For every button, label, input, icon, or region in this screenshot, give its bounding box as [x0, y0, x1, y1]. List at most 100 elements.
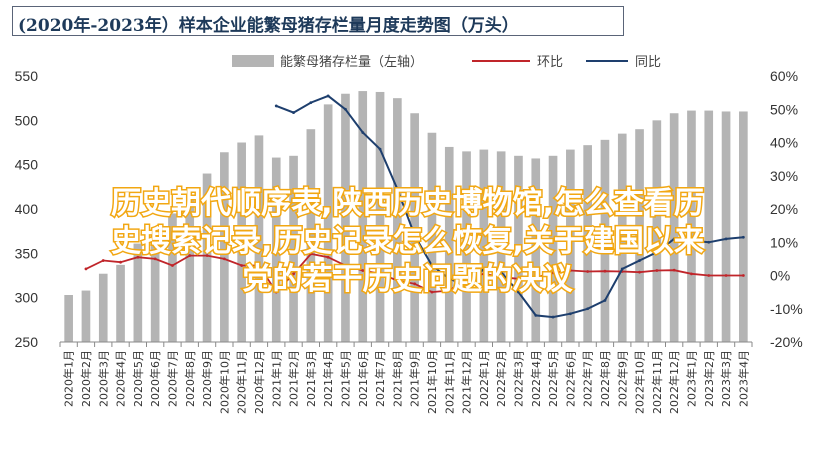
point-环比-2020年9月 [205, 254, 209, 257]
left-axis-tick-label: 250 [15, 334, 39, 350]
point-环比-2021年10月 [430, 290, 434, 294]
bar-2020年3月 [98, 273, 108, 342]
legend-label-mom: 环比 [537, 55, 563, 70]
bar-2021年1月 [271, 157, 281, 342]
bar-2021年10月 [427, 132, 437, 342]
point-同比-2022年6月 [568, 312, 572, 316]
right-axis-tick-label: 50% [770, 101, 798, 117]
point-环比-2020年12月 [257, 264, 261, 267]
x-axis-tick-label: 2023年2月 [702, 350, 716, 407]
point-环比-2021年8月 [395, 279, 399, 282]
right-axis-tick-label: -10% [770, 301, 803, 317]
left-axis-tick-label: 450 [15, 157, 39, 173]
point-同比-2023年1月 [690, 239, 693, 242]
x-axis-tick-label: 2020年6月 [148, 350, 162, 407]
point-同比-2022年12月 [672, 237, 676, 241]
point-环比-2021年2月 [292, 272, 295, 276]
x-axis-tick-label: 2021年1月 [269, 350, 283, 407]
bar-2021年6月 [358, 91, 368, 342]
left-axis-tick-label: 350 [15, 245, 39, 261]
x-axis-tick-label: 2020年2月 [79, 350, 93, 407]
x-axis-tick-label: 2022年3月 [511, 350, 525, 407]
x-axis-tick-label: 2020年11月 [235, 350, 249, 414]
point-环比-2022年7月 [586, 270, 590, 273]
bar-2021年7月 [375, 91, 385, 343]
point-同比-2023年2月 [707, 240, 711, 244]
chart-title: (2020年-2023年）样本企业能繁母猪存栏量月度走势图（万头） [18, 16, 519, 36]
right-axis-tick-label: 0% [770, 268, 790, 284]
bar-2020年5月 [133, 243, 143, 342]
title-frame [12, 6, 624, 36]
x-axis-tick-label: 2021年8月 [390, 350, 404, 407]
point-环比-2021年3月 [309, 252, 313, 256]
point-同比-2022年8月 [603, 299, 607, 302]
x-axis-tick-label: 2022年4月 [529, 350, 543, 407]
point-同比-2023年3月 [724, 237, 728, 241]
point-环比-2022年6月 [568, 269, 572, 272]
x-axis-tick-label: 2021年12月 [460, 350, 474, 414]
point-同比-2022年4月 [534, 314, 538, 317]
point-环比-2021年1月 [274, 290, 278, 294]
point-环比-2020年5月 [136, 255, 140, 259]
x-axis-tick-label: 2023年4月 [736, 350, 750, 407]
x-axis-tick-label: 2022年9月 [615, 350, 629, 407]
point-同比-2021年5月 [344, 107, 347, 111]
point-环比-2020年10月 [222, 257, 226, 261]
point-环比-2020年2月 [84, 267, 88, 271]
legend-label-bar: 能繁母猪存栏量（左轴） [280, 54, 423, 70]
point-同比-2021年8月 [395, 187, 399, 191]
bar-2020年4月 [116, 264, 125, 342]
bar-2020年6月 [150, 232, 160, 342]
point-环比-2021年5月 [344, 264, 347, 267]
bar-2021年9月 [410, 113, 419, 343]
x-axis-tick-label: 2022年2月 [494, 350, 508, 407]
x-axis-tick-label: 2022年5月 [546, 350, 560, 407]
point-同比-2022年3月 [517, 290, 520, 294]
bar-2022年8月 [600, 139, 610, 342]
point-环比-2021年6月 [361, 269, 365, 272]
overlay-text-line-1: 历史朝代顺序表,陕西历史博物馆,怎么查看历 [110, 185, 706, 223]
right-axis-tick-label: 60% [770, 68, 798, 84]
point-同比-2022年5月 [551, 315, 555, 319]
x-axis-tick-label: 2023年1月 [684, 350, 698, 407]
point-环比-2020年7月 [171, 264, 174, 267]
bar-2020年1月 [64, 295, 73, 342]
x-axis-tick-label: 2022年8月 [598, 350, 612, 407]
bar-2022年12月 [669, 113, 679, 343]
x-axis-tick-label: 2021年4月 [321, 350, 335, 407]
point-同比-2021年9月 [413, 234, 417, 238]
bar-2020年8月 [185, 200, 195, 342]
point-环比-2022年12月 [672, 268, 676, 272]
x-axis-tick-label: 2022年6月 [563, 350, 577, 407]
x-axis-tick-label: 2021年9月 [408, 350, 422, 407]
x-axis-tick-label: 2022年10月 [633, 350, 647, 414]
point-环比-2021年9月 [413, 282, 417, 286]
point-同比-2021年12月 [465, 284, 468, 287]
point-同比-2021年2月 [292, 111, 295, 114]
point-同比-2021年10月 [430, 264, 434, 267]
point-环比-2021年4月 [326, 255, 330, 259]
point-同比-2021年6月 [361, 131, 365, 134]
point-环比-2022年8月 [603, 269, 607, 273]
bar-2022年10月 [635, 129, 644, 342]
point-环比-2021年12月 [465, 277, 468, 281]
point-环比-2022年11月 [655, 269, 659, 272]
legend-swatch-bar [232, 55, 274, 67]
bar-2022年11月 [652, 120, 662, 342]
left-axis-tick-label: 300 [15, 290, 39, 306]
point-环比-2022年1月 [482, 272, 486, 276]
bar-2022年9月 [617, 133, 627, 342]
point-同比-2021年7月 [378, 147, 382, 151]
bar-2023年4月 [739, 111, 748, 342]
point-环比-2022年5月 [551, 271, 555, 275]
point-环比-2020年4月 [119, 260, 122, 264]
bar-2022年5月 [548, 155, 558, 342]
x-axis-tick-label: 2021年7月 [373, 350, 387, 407]
bar-2020年11月 [237, 142, 246, 342]
point-同比-2021年1月 [274, 104, 278, 108]
point-环比-2023年4月 [741, 274, 745, 277]
x-axis-tick-label: 2020年12月 [252, 350, 266, 414]
point-同比-2022年9月 [620, 267, 624, 271]
bar-2022年6月 [566, 149, 575, 342]
